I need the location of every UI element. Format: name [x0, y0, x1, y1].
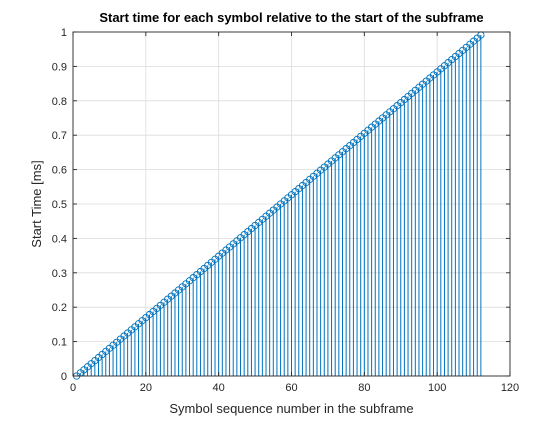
y-tick-label: 0.3 [52, 268, 67, 280]
x-tick-label: 60 [285, 382, 297, 394]
x-tick-label: 80 [358, 382, 370, 394]
x-tick-label: 20 [140, 382, 152, 394]
x-axis-label: Symbol sequence number in the subframe [169, 401, 413, 416]
y-tick-label: 0.2 [52, 302, 67, 314]
x-tick-label: 100 [428, 382, 446, 394]
x-tick-label: 0 [70, 382, 76, 394]
y-tick-label: 0.7 [52, 130, 67, 142]
ticks: 0 20 40 60 80 100 120 0 0.1 0.2 0.3 0.4 0.5 0.6 0.7 0.8… [52, 27, 519, 394]
x-tick-label: 40 [213, 382, 225, 394]
x-tick-label: 120 [501, 382, 519, 394]
y-tick-label: 0.5 [52, 199, 67, 211]
y-tick-label: 0.9 [52, 61, 67, 73]
markers [72, 31, 485, 380]
chart-title: Start time for each symbol relative to t… [99, 10, 483, 25]
y-tick-label: 0.4 [52, 233, 67, 245]
y-axis-label: Start Time [ms] [29, 160, 44, 247]
y-tick-label: 0.6 [52, 165, 67, 177]
y-tick-label: 0.8 [52, 96, 67, 108]
stems [79, 35, 482, 376]
y-tick-label: 1 [61, 27, 67, 39]
y-tick-label: 0 [61, 371, 67, 383]
y-tick-label: 0.1 [52, 337, 67, 349]
